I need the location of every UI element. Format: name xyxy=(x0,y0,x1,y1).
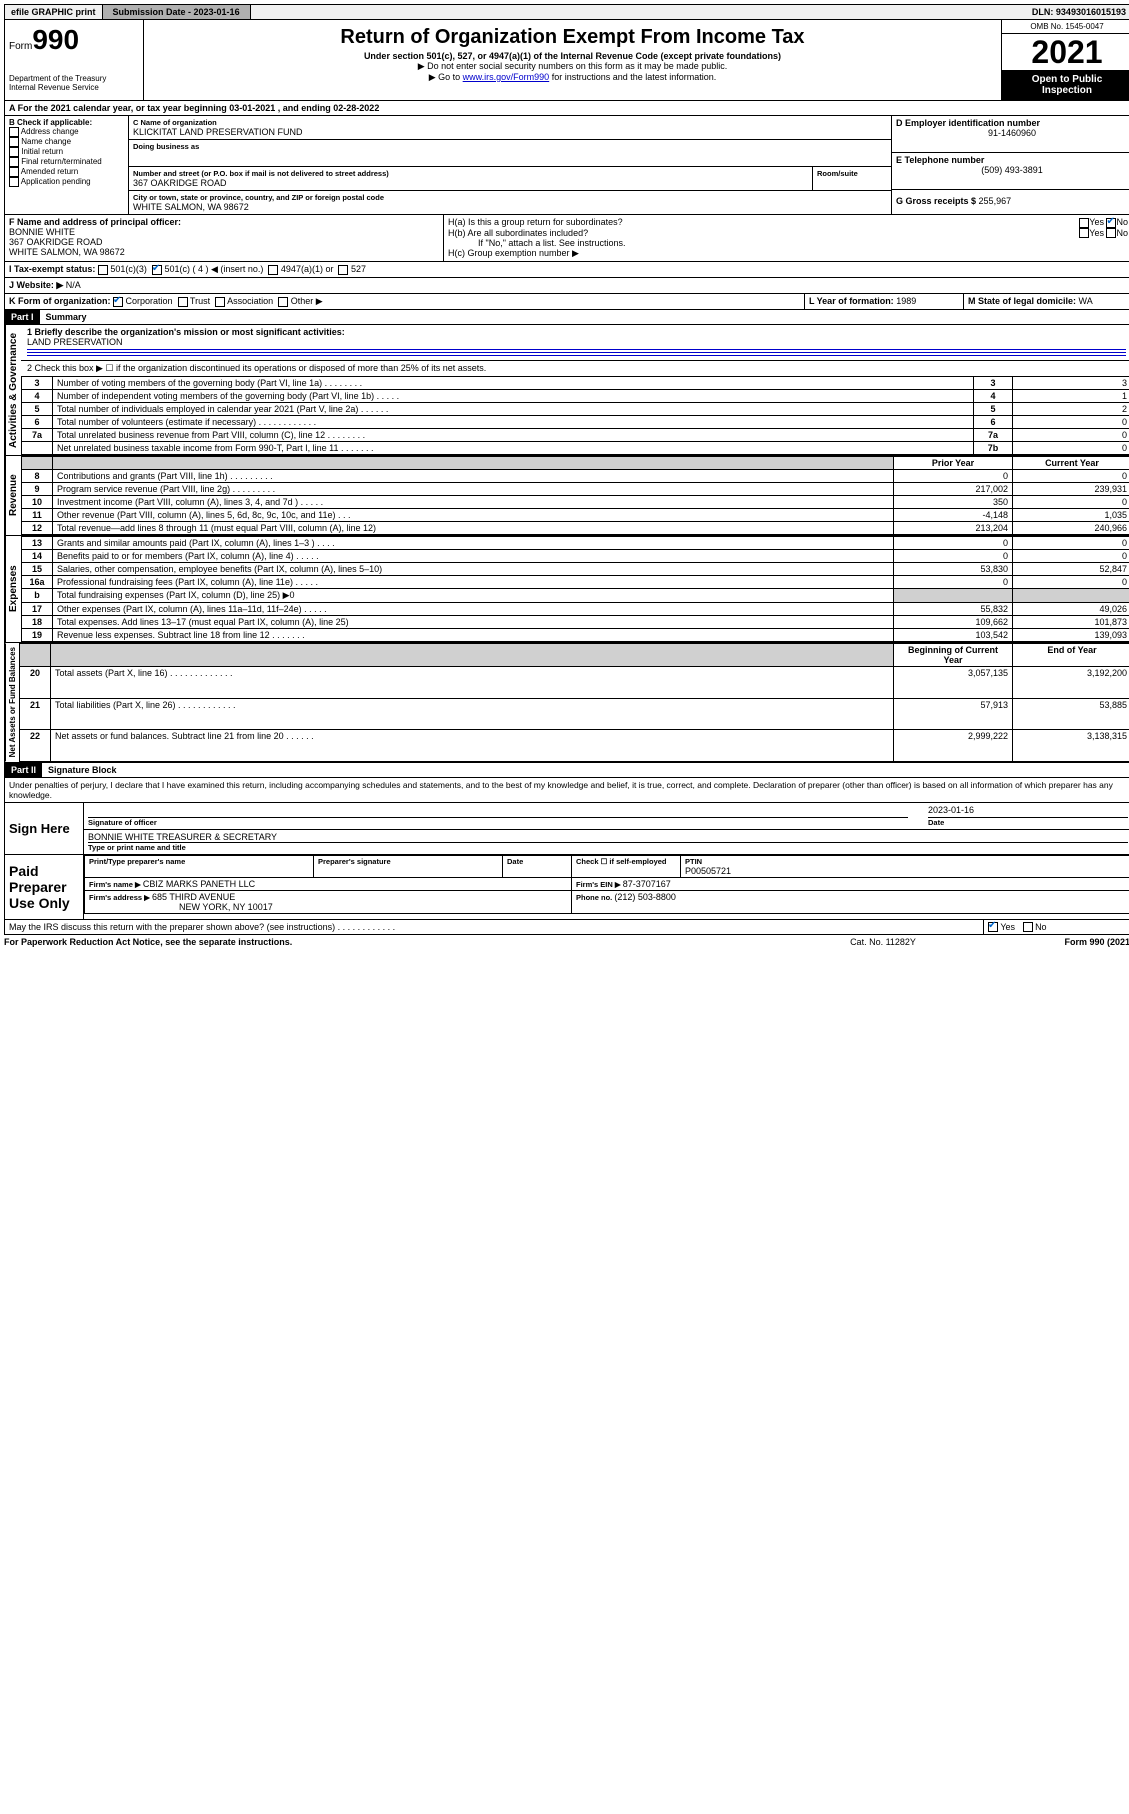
omb-number: OMB No. 1545-0047 xyxy=(1002,20,1129,34)
tax-year: 2021 xyxy=(1002,34,1129,70)
part1-revenue: Revenue Prior Year Current Year 8Contrib… xyxy=(4,456,1129,536)
part1-netassets: Net Assets or Fund Balances Beginning of… xyxy=(4,643,1129,762)
dept-treasury: Department of the Treasury xyxy=(9,74,139,83)
side-label-revenue: Revenue xyxy=(5,456,21,535)
line-a: A For the 2021 calendar year, or tax yea… xyxy=(4,101,1129,116)
may-irs-discuss: May the IRS discuss this return with the… xyxy=(4,920,1129,936)
side-label-expenses: Expenses xyxy=(5,536,21,642)
part1-governance: Activities & Governance 1 Briefly descri… xyxy=(4,325,1129,456)
note-ssn: ▶ Do not enter social security numbers o… xyxy=(148,61,997,72)
submission-date-btn[interactable]: Submission Date - 2023-01-16 xyxy=(103,5,251,19)
form-header: Form990 Department of the Treasury Inter… xyxy=(4,20,1129,101)
revenue-table: Prior Year Current Year 8Contributions a… xyxy=(21,456,1129,535)
dln: DLN: 93493016015193 xyxy=(1026,5,1129,19)
corporation-checkbox[interactable] xyxy=(113,297,123,307)
expenses-table: 13Grants and similar amounts paid (Part … xyxy=(21,536,1129,642)
declaration: Under penalties of perjury, I declare th… xyxy=(4,778,1129,803)
org-name: KLICKITAT LAND PRESERVATION FUND xyxy=(133,127,887,137)
efile-label: efile GRAPHIC print xyxy=(5,5,103,19)
section-c: C Name of organization KLICKITAT LAND PR… xyxy=(129,116,892,214)
paid-preparer-block: Paid Preparer Use Only Print/Type prepar… xyxy=(4,855,1129,920)
side-label-netassets: Net Assets or Fund Balances xyxy=(5,643,19,761)
i-block: I Tax-exempt status: 501(c)(3) 501(c) ( … xyxy=(4,262,1129,278)
side-label-governance: Activities & Governance xyxy=(5,325,21,455)
sign-here-label: Sign Here xyxy=(5,803,83,854)
501c4-checkbox[interactable] xyxy=(152,265,162,275)
may-irs-yes-checkbox[interactable] xyxy=(988,922,998,932)
section-d-e-g: D Employer identification number 91-1460… xyxy=(892,116,1129,214)
irs-form990-link[interactable]: www.irs.gov/Form990 xyxy=(463,72,550,82)
gross-receipts: 255,967 xyxy=(979,196,1012,206)
mission: LAND PRESERVATION xyxy=(27,337,1126,347)
ein: 91-1460960 xyxy=(896,128,1128,138)
governance-table: 3Number of voting members of the governi… xyxy=(21,376,1129,455)
form-number: Form990 xyxy=(9,24,139,56)
section-h: H(a) Is this a group return for subordin… xyxy=(444,215,1129,261)
paid-preparer-label: Paid Preparer Use Only xyxy=(5,855,83,919)
section-b: B Check if applicable: Address change Na… xyxy=(5,116,129,214)
open-to-public: Open to PublicInspection xyxy=(1002,70,1129,100)
form-title: Return of Organization Exempt From Incom… xyxy=(148,26,997,49)
org-city: WHITE SALMON, WA 98672 xyxy=(133,202,887,212)
netassets-table: Beginning of Current Year End of Year 20… xyxy=(19,643,1129,761)
part1-header: Part I Summary xyxy=(4,310,1129,325)
part2-header: Part II Signature Block xyxy=(4,763,1129,778)
org-info-block: B Check if applicable: Address change Na… xyxy=(4,116,1129,215)
irs-label: Internal Revenue Service xyxy=(9,83,139,92)
section-f: F Name and address of principal officer:… xyxy=(5,215,444,261)
part1-expenses: Expenses 13Grants and similar amounts pa… xyxy=(4,536,1129,643)
officer-name: BONNIE WHITE TREASURER & SECRETARY xyxy=(88,832,1128,843)
note-link: ▶ Go to www.irs.gov/Form990 for instruct… xyxy=(148,72,997,83)
phone: (509) 493-3891 xyxy=(896,165,1128,175)
sign-here-block: Sign Here Signature of officer 2023-01-1… xyxy=(4,803,1129,855)
org-address: 367 OAKRIDGE ROAD xyxy=(133,178,808,188)
form-subtitle: Under section 501(c), 527, or 4947(a)(1)… xyxy=(148,51,997,61)
top-bar: efile GRAPHIC print Submission Date - 20… xyxy=(4,4,1129,20)
ha-no-checkbox[interactable] xyxy=(1106,218,1116,228)
f-h-block: F Name and address of principal officer:… xyxy=(4,215,1129,262)
k-l-m-block: K Form of organization: Corporation Trus… xyxy=(4,294,1129,310)
page-footer: For Paperwork Reduction Act Notice, see … xyxy=(4,935,1129,947)
j-block: J Website: ▶ N/A xyxy=(4,278,1129,294)
